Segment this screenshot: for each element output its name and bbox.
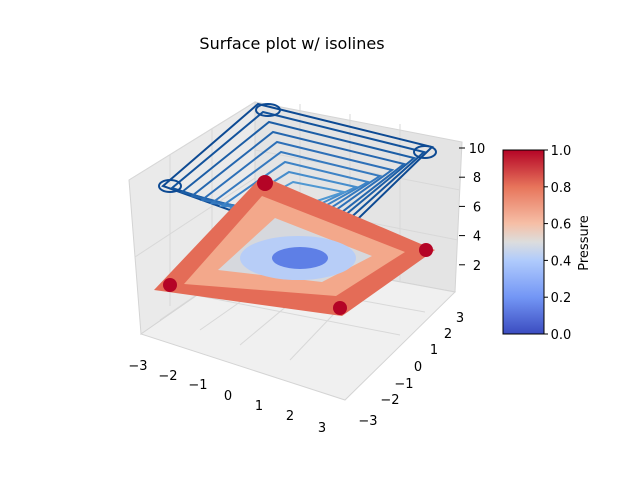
surface-peak-right (419, 243, 433, 257)
colorbar-tick-label: 0.0 (551, 328, 572, 343)
colorbar-ticks: 0.0 0.2 0.4 0.6 0.8 1.0 (544, 144, 571, 343)
colorbar-tick-label: 0.6 (551, 218, 572, 233)
z-tick-label: 4 (473, 230, 481, 245)
colorbar-tick-label: 0.8 (551, 181, 572, 196)
surface-peak-back (257, 175, 273, 191)
z-tick-label: 10 (469, 142, 486, 157)
x-tick-label: 0 (224, 389, 232, 404)
surface-min-region (272, 247, 328, 269)
y-tick-label: 1 (430, 343, 438, 358)
isoline-corner-right (413, 145, 437, 159)
y-tick-label: 0 (414, 360, 422, 375)
pressure-surface (154, 175, 435, 316)
x-axis-ticks: −3 −2 −1 0 1 2 3 (128, 359, 326, 436)
colorbar: 0.0 0.2 0.4 0.6 0.8 1.0 Pressure (502, 144, 592, 343)
isoline-corner-left (158, 179, 182, 193)
colorbar-tick-label: 1.0 (551, 144, 572, 159)
x-tick-label: 3 (318, 421, 326, 436)
x-tick-label: −3 (128, 359, 147, 374)
colorbar-tick-label: 0.4 (551, 254, 572, 269)
z-axis-ticks: 2 4 6 8 10 (459, 142, 485, 274)
y-tick-label: −3 (358, 414, 377, 429)
x-tick-label: 1 (255, 399, 263, 414)
isoline-corner-back (255, 103, 281, 117)
x-tick-label: 2 (286, 409, 294, 424)
z-tick-label: 8 (473, 171, 481, 186)
y-tick-label: 3 (456, 311, 464, 326)
z-tick-label: 2 (473, 259, 481, 274)
chart-title: Surface plot w/ isolines (199, 34, 384, 53)
surface-peak-left (163, 278, 177, 292)
y-tick-label: 2 (444, 327, 452, 342)
x-tick-label: −1 (188, 378, 207, 393)
y-tick-label: −1 (394, 377, 413, 392)
y-tick-label: −2 (380, 393, 399, 408)
colorbar-gradient (502, 149, 545, 335)
colorbar-label: Pressure (577, 215, 592, 271)
colorbar-tick-label: 0.2 (551, 291, 572, 306)
surface-peak-front (333, 301, 347, 315)
x-tick-label: −2 (158, 369, 177, 384)
z-tick-label: 6 (473, 200, 481, 215)
